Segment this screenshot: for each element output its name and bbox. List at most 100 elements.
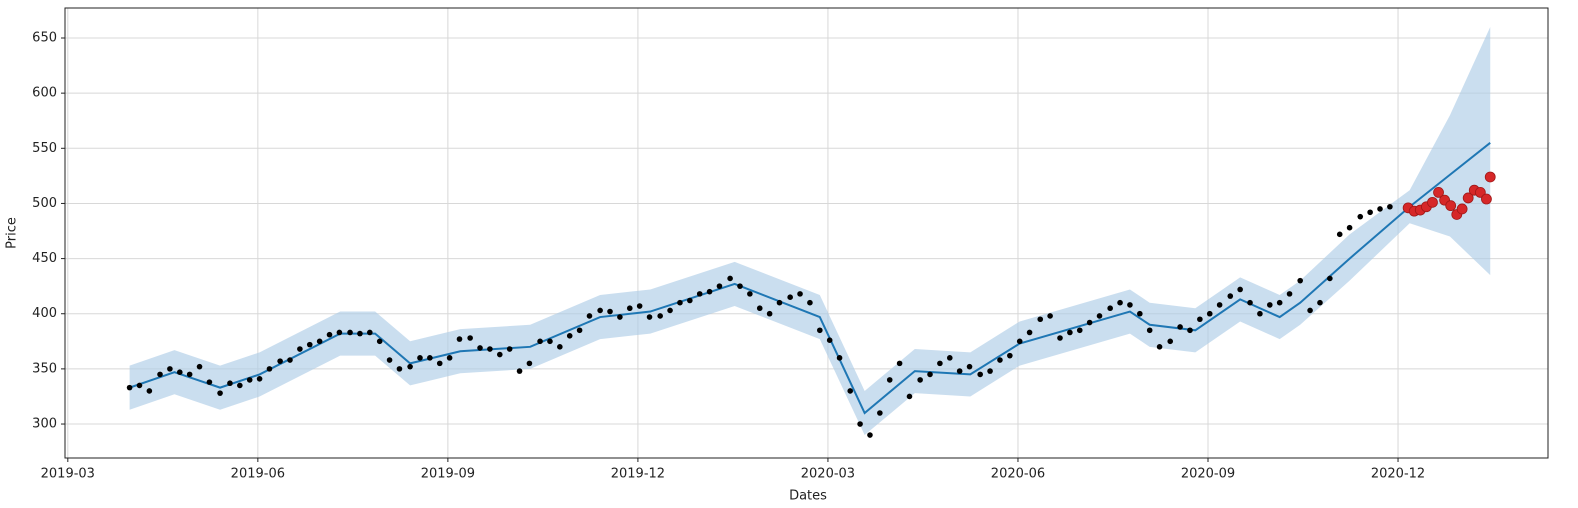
- y-tick-label: 500: [32, 196, 57, 211]
- observed-point: [1007, 352, 1013, 359]
- observed-point: [1076, 327, 1083, 334]
- observed-point: [297, 346, 303, 352]
- actual-point: [1484, 171, 1496, 183]
- observed-point: [136, 382, 143, 389]
- observed-point: [597, 307, 603, 314]
- y-tick-label: 600: [32, 86, 57, 101]
- observed-point: [677, 299, 683, 306]
- actual-point: [1445, 200, 1457, 212]
- observed-point: [126, 384, 133, 391]
- y-tick-label: 450: [32, 251, 57, 266]
- observed-point: [937, 360, 943, 367]
- observed-point: [927, 371, 933, 378]
- observed-point: [227, 380, 233, 387]
- observed-point: [636, 303, 643, 309]
- observed-point: [1307, 307, 1313, 314]
- observed-point: [176, 369, 183, 375]
- observed-point: [467, 335, 473, 341]
- observed-point: [576, 327, 583, 334]
- observed-point: [1156, 344, 1163, 350]
- x-tick-label: 2019-03: [41, 467, 95, 482]
- observed-point: [1037, 316, 1044, 323]
- observed-point: [956, 368, 963, 374]
- actual-point: [1462, 192, 1474, 204]
- observed-point: [306, 341, 313, 348]
- observed-point: [607, 308, 613, 315]
- observed-point: [586, 313, 593, 319]
- observed-point: [966, 363, 973, 370]
- observed-point: [1137, 310, 1143, 317]
- observed-point: [516, 368, 523, 374]
- observed-point: [1067, 329, 1073, 336]
- observed-point: [357, 330, 363, 337]
- observed-point: [146, 388, 153, 394]
- observed-point: [836, 355, 843, 361]
- observed-point: [787, 294, 793, 300]
- observed-point: [526, 360, 533, 367]
- observed-point: [1086, 319, 1093, 326]
- observed-point: [367, 329, 373, 336]
- x-tick-label: 2020-09: [1181, 467, 1235, 482]
- x-tick-label: 2019-09: [421, 467, 475, 482]
- observed-point: [737, 283, 743, 289]
- observed-point: [997, 357, 1003, 363]
- observed-point: [1286, 291, 1293, 297]
- observed-point: [867, 432, 873, 438]
- observed-point: [1257, 310, 1263, 317]
- observed-point: [1387, 203, 1393, 210]
- observed-point: [1216, 302, 1223, 308]
- observed-point: [376, 338, 383, 345]
- observed-point: [277, 358, 283, 364]
- actual-point: [1427, 196, 1438, 208]
- observed-point: [1377, 206, 1383, 212]
- observed-point: [157, 371, 163, 378]
- observed-point: [626, 305, 633, 312]
- x-tick-label: 2019-12: [611, 467, 665, 482]
- observed-point: [687, 297, 693, 304]
- observed-point: [807, 299, 813, 306]
- observed-point: [1187, 327, 1193, 334]
- x-tick-label: 2019-06: [231, 467, 285, 482]
- observed-point: [817, 327, 823, 334]
- observed-point: [857, 421, 863, 427]
- observed-point: [696, 291, 703, 297]
- observed-point: [1227, 293, 1234, 299]
- actual-point: [1433, 187, 1444, 198]
- observed-point: [826, 337, 833, 344]
- actual-point: [1456, 203, 1468, 215]
- observed-point: [427, 355, 433, 361]
- forecast-line: [129, 141, 1491, 415]
- observed-point: [1016, 338, 1023, 345]
- observed-point: [407, 363, 413, 370]
- y-tick-label: 650: [32, 31, 57, 46]
- observed-point: [287, 357, 293, 363]
- observed-point: [657, 313, 663, 319]
- observed-point: [756, 305, 763, 312]
- observed-point: [1266, 302, 1273, 308]
- observed-point: [1146, 327, 1153, 334]
- observed-point: [456, 336, 463, 342]
- observed-point: [436, 360, 443, 367]
- actual-point: [1474, 187, 1486, 198]
- observed-point: [256, 376, 263, 382]
- observed-point: [206, 379, 213, 385]
- x-tick-label: 2020-03: [801, 467, 855, 482]
- observed-point: [557, 344, 563, 350]
- observed-point: [987, 368, 993, 374]
- observed-point: [747, 291, 753, 297]
- observed-point: [506, 346, 513, 352]
- observed-point: [1047, 313, 1053, 319]
- observed-point: [386, 357, 393, 363]
- y-tick-label: 350: [32, 361, 57, 376]
- observed-point: [1276, 299, 1283, 306]
- observed-point: [537, 338, 543, 345]
- observed-point: [1327, 275, 1333, 282]
- x-tick-label: 2020-06: [991, 467, 1045, 482]
- observed-point: [917, 377, 923, 383]
- uncertainty-band: [129, 26, 1491, 436]
- observed-point: [316, 338, 323, 345]
- observed-point: [266, 366, 273, 372]
- observed-point: [886, 377, 893, 383]
- observed-point: [1237, 286, 1243, 293]
